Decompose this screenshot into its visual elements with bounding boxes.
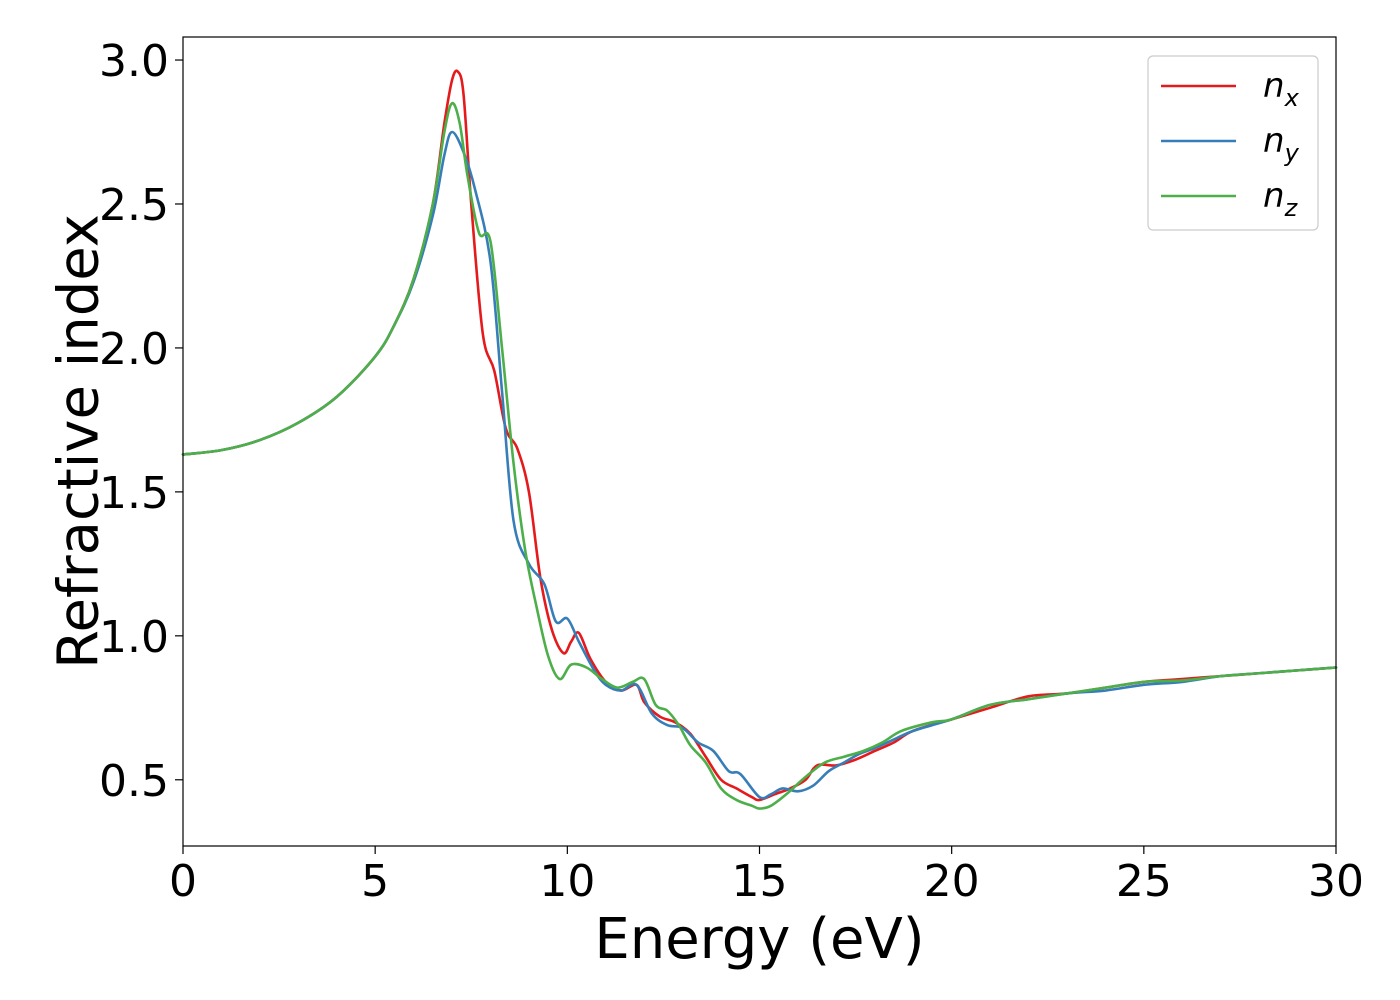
y-axis-ticks: 0.5 1.0 1.5 2.0 2.5 3.0 [99, 36, 183, 807]
series-line-z [181, 101, 1338, 810]
x-tick-label: 0 [169, 856, 197, 907]
y-tick-label: 1.0 [99, 612, 169, 663]
x-axis-label: Energy (eV) [594, 907, 924, 972]
y-tick-label: 0.5 [99, 756, 169, 807]
x-tick-label: 30 [1308, 856, 1364, 907]
y-tick-label: 3.0 [99, 36, 169, 87]
y-tick-label: 2.0 [99, 324, 169, 375]
x-axis-ticks: 0 5 10 15 20 25 30 [169, 846, 1364, 907]
x-tick-label: 20 [924, 856, 980, 907]
x-tick-label: 25 [1116, 856, 1172, 907]
x-tick-label: 5 [361, 856, 389, 907]
legend-label-y: ny [1263, 121, 1300, 167]
legend-label-z: nz [1263, 176, 1299, 222]
y-axis-label: Refractive index [47, 214, 112, 669]
legend-box [1147, 55, 1319, 231]
y-tick-label: 2.5 [99, 180, 169, 231]
legend: nx ny nz [1147, 55, 1319, 231]
x-tick-label: 10 [539, 856, 595, 907]
series-layer [181, 69, 1338, 810]
x-tick-label: 15 [732, 856, 788, 907]
y-tick-label: 1.5 [99, 468, 169, 519]
legend-label-x: nx [1263, 66, 1300, 112]
